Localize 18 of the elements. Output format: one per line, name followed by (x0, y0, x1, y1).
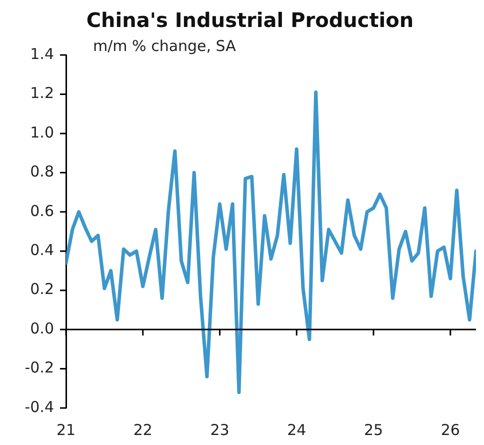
y-tick-label: -0.2 (24, 358, 54, 377)
x-tick-label: 22 (133, 420, 152, 439)
y-tick-label: 1.2 (30, 84, 54, 102)
chart-subtitle: m/m % change, SA (93, 37, 236, 55)
y-tick-label: 1.4 (30, 44, 54, 63)
y-tick-label: 0.6 (30, 202, 54, 220)
x-tick-label: 21 (56, 420, 76, 439)
x-tick-label: 26 (440, 420, 460, 439)
y-tick-label: -0.4 (24, 398, 54, 416)
x-tick-label: 24 (287, 420, 306, 439)
chart-title: China's Industrial Production (85, 8, 415, 32)
x-tick-label: 25 (364, 420, 384, 439)
y-tick-label: 1.0 (30, 123, 54, 142)
y-tick-label: 0.8 (30, 162, 54, 181)
y-tick-label: 0.4 (30, 241, 54, 259)
y-tick-label: 0.0 (30, 319, 54, 338)
x-tick-label: 23 (210, 420, 230, 439)
y-tick-label: 0.2 (30, 280, 54, 298)
